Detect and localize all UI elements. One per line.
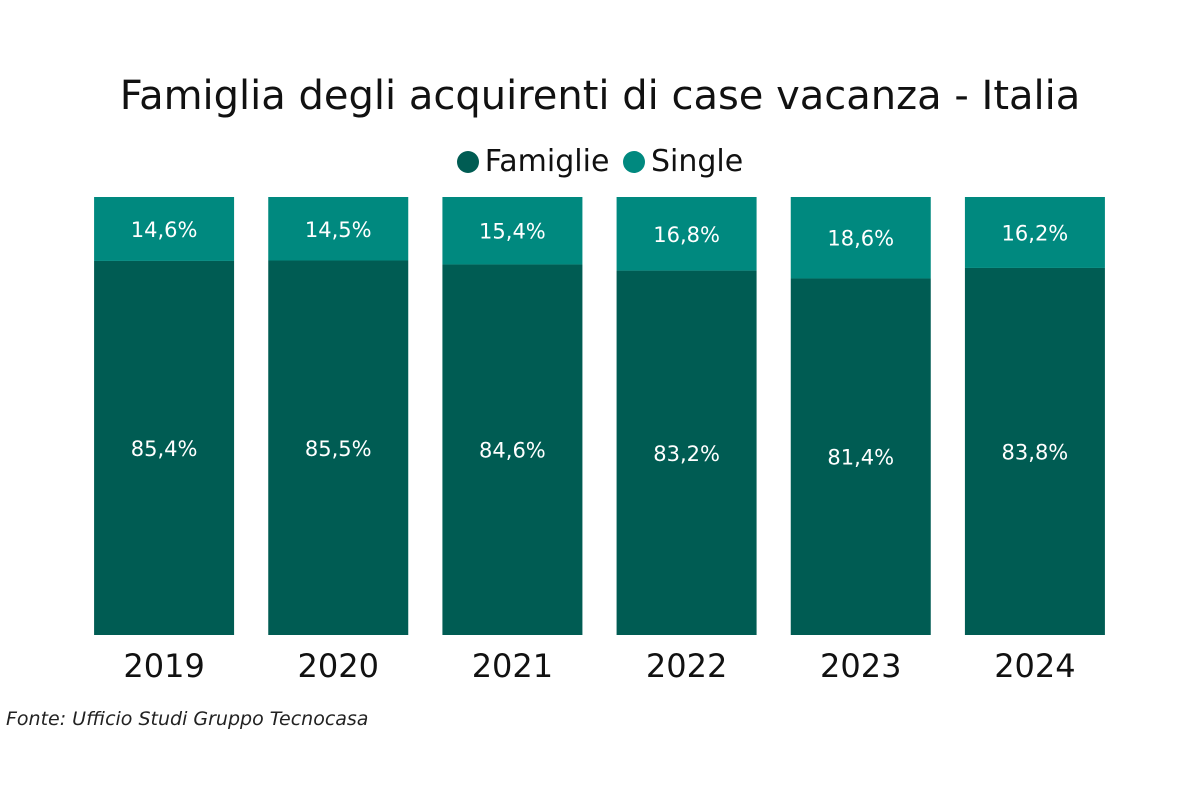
chart-title: Famiglia degli acquirenti di case vacanz… (119, 73, 1081, 119)
bar-famiglie-2021 (442, 264, 583, 635)
data-label-single-2020: 14,5% (305, 218, 372, 242)
bar-single-2022 (616, 197, 757, 271)
x-tick-label-2020: 2020 (298, 647, 379, 685)
bar-single-2019 (94, 197, 235, 261)
data-label-famiglie-2021: 84,6% (479, 439, 546, 463)
data-label-famiglie-2019: 85,4% (131, 437, 198, 461)
bar-single-2021 (442, 197, 583, 265)
source-note: Fonte: Ufficio Studi Gruppo Tecnocasa (6, 708, 369, 730)
legend-label-single: Single (650, 144, 744, 179)
bar-famiglie-2024 (964, 267, 1105, 635)
legend-label-famiglie: Famiglie (484, 144, 610, 179)
bar-famiglie-2022 (616, 270, 757, 635)
legend-item-single: Single (622, 144, 744, 180)
bar-famiglie-2020 (268, 260, 409, 635)
x-tick-label-2023: 2023 (820, 647, 901, 685)
legend-item-famiglie: Famiglie (456, 144, 610, 180)
bar-single-2020 (268, 197, 409, 261)
data-label-single-2019: 14,6% (131, 218, 198, 242)
data-label-single-2024: 16,2% (1002, 221, 1069, 245)
data-label-single-2022: 16,8% (653, 223, 720, 247)
x-tick-label-2019: 2019 (123, 647, 204, 685)
x-tick-label-2024: 2024 (994, 647, 1075, 685)
x-tick-label-2022: 2022 (646, 647, 727, 685)
x-tick-label-2021: 2021 (472, 647, 553, 685)
data-label-famiglie-2022: 83,2% (653, 442, 720, 466)
data-label-famiglie-2020: 85,5% (305, 437, 372, 461)
legend-marker-single (622, 151, 645, 173)
legend: Famiglie Single (0, 144, 1200, 182)
legend-marker-famiglie (456, 151, 479, 173)
bar-single-2024 (964, 197, 1105, 268)
data-label-single-2021: 15,4% (479, 220, 546, 244)
data-label-famiglie-2024: 83,8% (1002, 440, 1069, 464)
data-label-famiglie-2023: 81,4% (827, 446, 894, 470)
data-label-single-2023: 18,6% (827, 227, 894, 251)
bar-famiglie-2023 (790, 278, 931, 635)
bar-famiglie-2019 (94, 260, 235, 635)
bar-single-2023 (790, 197, 931, 279)
